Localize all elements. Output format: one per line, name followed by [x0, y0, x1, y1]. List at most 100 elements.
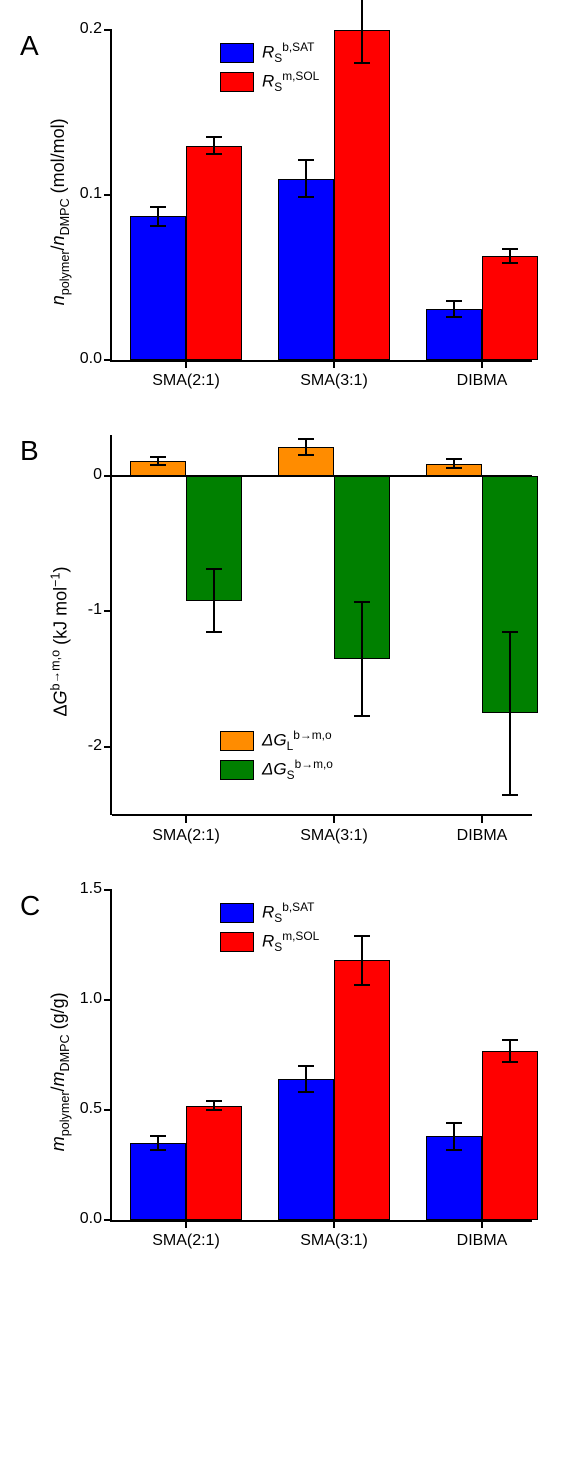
x-category-label: SMA(3:1)	[300, 827, 368, 845]
panel-b-legend: ΔGLb→m,o ΔGSb→m,o	[220, 728, 333, 786]
error-cap	[446, 316, 462, 318]
bar	[482, 1051, 538, 1220]
y-tick-label: 0.0	[62, 350, 102, 368]
x-tick	[333, 1220, 335, 1228]
error-cap	[150, 464, 166, 466]
legend-item: RSb,SAT	[220, 900, 319, 925]
legend-text: RSm,SOL	[262, 929, 319, 954]
y-tick	[104, 746, 112, 748]
error-cap	[206, 136, 222, 138]
error-cap	[502, 794, 518, 796]
y-tick-label: 0.5	[62, 1100, 102, 1118]
error-cap	[354, 935, 370, 937]
panel-c-label: C	[20, 890, 40, 922]
legend-swatch	[220, 760, 254, 780]
bottom-axis	[112, 814, 532, 816]
error-cap	[206, 153, 222, 155]
legend-item: RSm,SOL	[220, 69, 319, 94]
legend-swatch	[220, 932, 254, 952]
panel-a-chart: 0.00.10.2SMA(2:1)SMA(3:1)DIBMA RSb,SATRS…	[110, 30, 546, 405]
legend-swatch	[220, 903, 254, 923]
panel-c-legend: RSb,SAT RSm,SOL	[220, 900, 319, 958]
y-tick-label: 0.2	[62, 20, 102, 38]
x-tick	[185, 815, 187, 823]
y-tick	[104, 29, 112, 31]
panel-a-plot: 0.00.10.2SMA(2:1)SMA(3:1)DIBMA	[110, 30, 532, 362]
y-tick	[104, 1219, 112, 1221]
y-tick	[104, 194, 112, 196]
bar	[334, 960, 390, 1220]
panel-b-ylabel: ΔGb→m,o (kJ mol−1)	[49, 517, 72, 767]
error-cap	[150, 456, 166, 458]
y-tick-label: -2	[62, 737, 102, 755]
error-cap	[298, 454, 314, 456]
error-cap	[150, 1149, 166, 1151]
panel-a: A npolymer/nDMPC (mol/mol) 0.00.10.2SMA(…	[20, 30, 546, 405]
error-cap	[446, 1122, 462, 1124]
error-cap	[206, 631, 222, 633]
y-tick-label: 0.0	[62, 1210, 102, 1228]
bar	[186, 1106, 242, 1220]
error-cap	[150, 225, 166, 227]
legend-item: RSm,SOL	[220, 929, 319, 954]
x-tick	[333, 360, 335, 368]
error-cap	[446, 467, 462, 469]
x-category-label: DIBMA	[457, 372, 508, 390]
error-bar	[509, 249, 511, 262]
legend-text: RSm,SOL	[262, 69, 319, 94]
legend-item: RSb,SAT	[220, 40, 319, 65]
x-tick	[185, 360, 187, 368]
panel-b-chart: -2-10SMA(2:1)SMA(3:1)DIBMA ΔGLb→m,oΔGSb→…	[110, 435, 546, 860]
x-tick	[481, 360, 483, 368]
legend-text: ΔGLb→m,o	[262, 728, 332, 753]
panel-a-label: A	[20, 30, 39, 62]
error-bar	[453, 1123, 455, 1149]
error-cap	[150, 206, 166, 208]
y-tick-label: 0.1	[62, 185, 102, 203]
error-bar	[305, 439, 307, 455]
x-category-label: SMA(3:1)	[300, 1232, 368, 1250]
bar	[334, 30, 390, 360]
error-bar	[157, 207, 159, 227]
y-tick	[104, 999, 112, 1001]
error-cap	[502, 1039, 518, 1041]
error-cap	[298, 159, 314, 161]
legend-swatch	[220, 731, 254, 751]
x-category-label: SMA(3:1)	[300, 372, 368, 390]
panel-c-chart: 0.00.51.01.5SMA(2:1)SMA(3:1)DIBMA RSb,SA…	[110, 890, 546, 1265]
x-tick	[333, 815, 335, 823]
error-bar	[361, 602, 363, 716]
x-category-label: DIBMA	[457, 827, 508, 845]
legend-text: RSb,SAT	[262, 40, 314, 65]
error-cap	[354, 715, 370, 717]
error-bar	[305, 160, 307, 196]
legend-swatch	[220, 43, 254, 63]
error-bar	[509, 1040, 511, 1062]
panel-c-ylabel: mpolymer/mDMPC (g/g)	[48, 947, 72, 1197]
error-cap	[446, 300, 462, 302]
error-cap	[502, 248, 518, 250]
panel-c-plot: 0.00.51.01.5SMA(2:1)SMA(3:1)DIBMA	[110, 890, 532, 1222]
error-bar	[157, 1136, 159, 1149]
x-category-label: SMA(2:1)	[152, 372, 220, 390]
panel-b-label: B	[20, 435, 39, 467]
error-bar	[361, 936, 363, 984]
error-bar	[509, 632, 511, 795]
x-category-label: DIBMA	[457, 1232, 508, 1250]
error-cap	[502, 631, 518, 633]
legend-item: ΔGSb→m,o	[220, 757, 333, 782]
panel-a-legend: RSb,SAT RSm,SOL	[220, 40, 319, 98]
bar	[278, 179, 334, 361]
error-cap	[298, 1091, 314, 1093]
error-cap	[150, 1135, 166, 1137]
y-tick	[104, 1109, 112, 1111]
panel-b: B ΔGb→m,o (kJ mol−1) -2-10SMA(2:1)SMA(3:…	[20, 435, 546, 860]
bar	[278, 1079, 334, 1220]
panel-c: C mpolymer/mDMPC (g/g) 0.00.51.01.5SMA(2…	[20, 890, 546, 1265]
error-cap	[354, 601, 370, 603]
x-tick	[185, 1220, 187, 1228]
error-cap	[206, 1100, 222, 1102]
error-bar	[213, 569, 215, 631]
error-cap	[502, 1061, 518, 1063]
y-tick	[104, 610, 112, 612]
